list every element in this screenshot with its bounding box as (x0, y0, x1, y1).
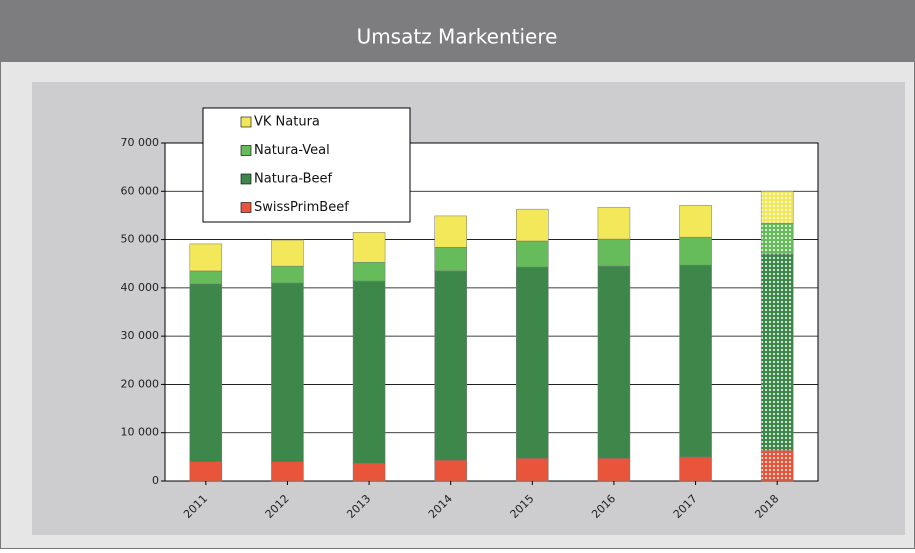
bar-segment (679, 236, 712, 266)
bar-segment (760, 449, 794, 482)
legend-label: VK Natura (254, 115, 320, 130)
bar-segment (434, 215, 467, 248)
bar-segment (271, 239, 304, 267)
legend (202, 107, 411, 223)
bar-segment (597, 238, 631, 267)
bar-segment (597, 265, 631, 459)
bar-segment (434, 459, 467, 482)
y-tick-label: 50 000 (121, 233, 160, 246)
legend-swatch (240, 145, 252, 156)
y-tick-label: 0 (152, 474, 159, 487)
y-tick-label: 30 000 (121, 329, 160, 342)
bar-segment (271, 461, 304, 482)
legend-label: Natura-Veal (254, 143, 330, 158)
chart-title: Umsatz Markentiere (357, 25, 558, 49)
bar-segment (352, 262, 386, 282)
bar-segment (352, 280, 386, 464)
bar-segment (352, 232, 386, 263)
bar-segment (516, 208, 549, 242)
bar-segment (189, 243, 223, 272)
bar-segment (271, 265, 304, 284)
y-tick-label: 10 000 (121, 426, 160, 439)
header (0, 0, 915, 62)
legend-label: Natura-Beef (254, 172, 332, 187)
bar-segment (189, 270, 223, 285)
bar-segment (516, 240, 549, 268)
bar-segment (189, 461, 223, 482)
bar-segment (760, 222, 794, 255)
y-tick-label: 60 000 (121, 184, 160, 197)
legend-swatch (240, 116, 252, 128)
legend-swatch (240, 173, 252, 185)
bar-segment (597, 206, 631, 240)
bar-segment (434, 270, 467, 461)
bar-segment (597, 458, 631, 482)
legend-swatch (240, 202, 252, 213)
bar-segment (352, 462, 386, 482)
legend-label: SwissPrimBeef (254, 200, 349, 215)
bar-segment (760, 191, 794, 224)
bar-segment (760, 253, 794, 451)
bar-segment (679, 456, 712, 482)
bar-segment (271, 282, 304, 462)
y-tick-label: 40 000 (121, 281, 160, 294)
bar-segment (679, 205, 712, 238)
bar-segment (516, 266, 549, 459)
y-tick-label: 70 000 (121, 136, 160, 149)
bar-segment (189, 283, 223, 462)
bar-segment (679, 264, 712, 458)
bar-segment (434, 247, 467, 272)
bar-segment (516, 458, 549, 482)
y-tick-label: 20 000 (121, 377, 160, 390)
